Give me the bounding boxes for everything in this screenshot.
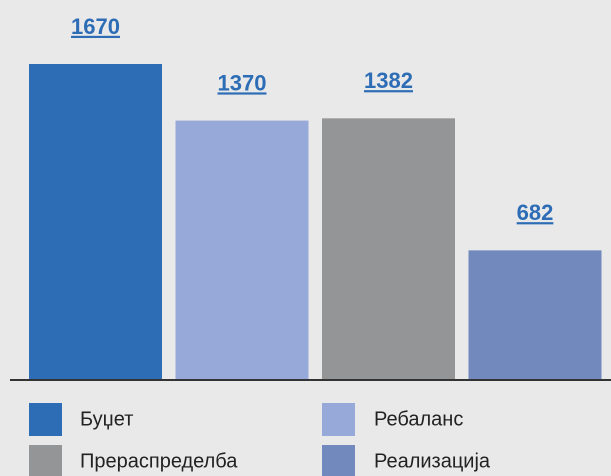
- bar: [468, 250, 602, 379]
- legend-swatch: [322, 403, 355, 436]
- value-label: 1382: [364, 68, 413, 93]
- bar: [322, 118, 455, 379]
- legend-label: Прераспределба: [80, 450, 238, 472]
- legend-swatch: [29, 403, 62, 436]
- legend-label: Ребаланс: [374, 408, 463, 430]
- value-label: 1670: [71, 14, 120, 39]
- bar: [29, 64, 162, 379]
- legend-label: Реализација: [374, 450, 491, 472]
- bar: [175, 120, 309, 379]
- legend-swatch: [29, 445, 62, 476]
- value-label: 682: [517, 200, 554, 225]
- value-label: 1370: [218, 70, 267, 95]
- legend-swatch: [322, 445, 355, 476]
- legend-label: Буџет: [80, 408, 133, 430]
